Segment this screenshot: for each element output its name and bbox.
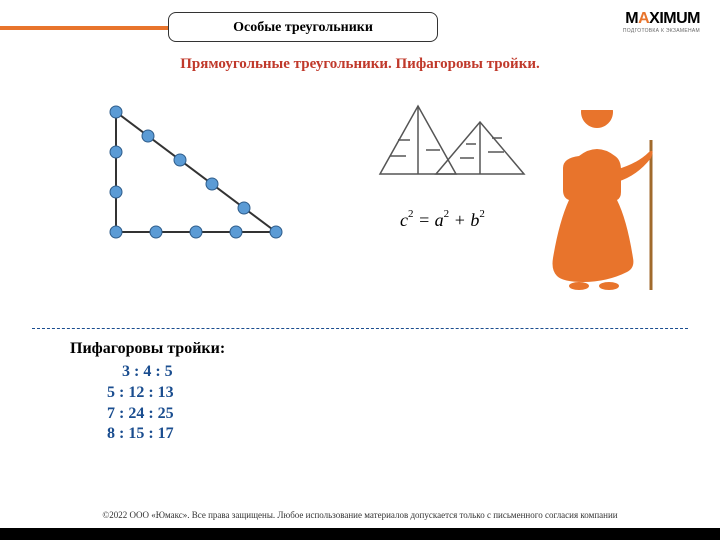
logo-accent: A bbox=[638, 10, 649, 27]
formula-a: a bbox=[435, 210, 444, 230]
logo-text-1: M bbox=[625, 10, 638, 27]
logo-subtitle: ПОДГОТОВКА К ЭКЗАМЕНАМ bbox=[623, 28, 700, 34]
person-illustration bbox=[543, 110, 673, 300]
pyramids-illustration bbox=[370, 96, 530, 186]
copyright: ©2022 ООО «Юмакс». Все права защищены. Л… bbox=[0, 510, 720, 520]
logo-text-2: XIMUM bbox=[649, 10, 700, 27]
triangle-diagram bbox=[96, 92, 296, 252]
section-divider bbox=[32, 328, 688, 329]
triple-row: 3 : 4 : 5 bbox=[122, 362, 174, 383]
formula-b-exp: 2 bbox=[479, 208, 485, 220]
header-accent-line bbox=[0, 26, 168, 30]
triples-list: 3 : 4 : 5 5 : 12 : 13 7 : 24 : 25 8 : 15… bbox=[100, 362, 174, 445]
formula-eq: = bbox=[414, 210, 435, 230]
formula-c: c bbox=[400, 210, 408, 230]
bottom-bar bbox=[0, 528, 720, 540]
formula-c-exp: 2 bbox=[408, 208, 414, 220]
formula-plus: + bbox=[449, 210, 470, 230]
triple-row: 5 : 12 : 13 bbox=[107, 383, 174, 404]
page-title: Особые треугольники bbox=[168, 12, 438, 42]
logo: MAXIMUM bbox=[625, 10, 700, 28]
formula-a-exp: 2 bbox=[444, 208, 450, 220]
formula-b: b bbox=[470, 210, 479, 230]
subtitle: Прямоугольные треугольники. Пифагоровы т… bbox=[0, 56, 720, 73]
triple-row: 7 : 24 : 25 bbox=[107, 404, 174, 425]
triple-row: 8 : 15 : 17 bbox=[107, 424, 174, 445]
triples-heading: Пифагоровы тройки: bbox=[70, 340, 225, 358]
pythagoras-formula: c2 = a2 + b2 bbox=[400, 210, 485, 231]
